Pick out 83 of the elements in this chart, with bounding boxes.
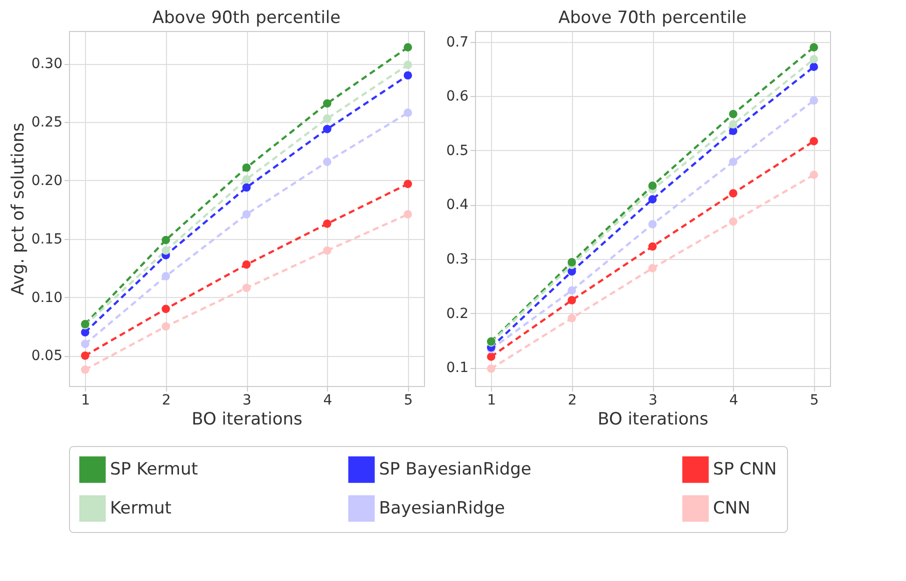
y-tick-label: 0.6 — [446, 88, 469, 105]
x-axis-title: BO iterations — [598, 410, 709, 430]
legend-label: BayesianRidge — [379, 498, 505, 518]
point — [648, 242, 657, 251]
point — [80, 340, 90, 348]
point — [323, 220, 332, 228]
point — [404, 43, 412, 52]
x-tick-label: 4 — [729, 392, 738, 408]
point — [810, 55, 818, 64]
point — [568, 258, 576, 266]
point — [729, 217, 738, 226]
point — [568, 286, 576, 295]
y-tick-label: 0.4 — [446, 197, 469, 214]
legend-label: SP BayesianRidge — [379, 460, 532, 480]
point — [242, 284, 251, 292]
point — [80, 351, 90, 360]
point — [486, 352, 496, 361]
point — [810, 43, 818, 52]
y-tick-label: 0.7 — [446, 34, 468, 50]
point — [486, 364, 496, 373]
chart-title: Above 90th percentile — [152, 8, 341, 28]
x-tick-label: 1 — [487, 392, 496, 408]
x-tick-label: 2 — [162, 392, 171, 408]
point — [404, 71, 412, 80]
legend-label: SP CNN — [713, 460, 777, 480]
chart-title: Above 70th percentile — [558, 8, 747, 28]
x-tick-label: 1 — [81, 392, 90, 408]
point — [810, 62, 818, 71]
point — [242, 163, 251, 172]
point — [648, 195, 657, 204]
point — [568, 296, 576, 304]
x-tick-label: 2 — [568, 392, 577, 408]
point — [404, 210, 412, 219]
point — [80, 365, 90, 374]
x-tick-label: 3 — [242, 392, 252, 408]
legend-label: Kermut — [110, 498, 172, 518]
point — [242, 175, 251, 184]
point — [323, 124, 332, 134]
point — [729, 189, 738, 198]
point — [648, 182, 657, 190]
point — [810, 137, 818, 146]
point — [323, 114, 332, 123]
point — [729, 120, 738, 129]
y-tick-label: 0.25 — [31, 114, 62, 131]
point — [162, 246, 170, 255]
y-tick-label: 0.2 — [446, 306, 468, 322]
legend-label: SP Kermut — [110, 460, 198, 480]
point — [323, 158, 332, 166]
x-tick-label: 4 — [323, 392, 332, 408]
y-tick-label: 0.1 — [446, 360, 468, 376]
y-tick-label: 0.10 — [31, 290, 62, 306]
point — [323, 99, 332, 108]
x-tick-label: 5 — [810, 392, 819, 408]
point — [729, 110, 738, 118]
point — [80, 328, 90, 336]
point — [162, 304, 170, 314]
y-tick-label: 0.15 — [31, 231, 62, 248]
y-tick-label: 0.5 — [446, 142, 468, 159]
point — [404, 60, 412, 70]
point — [162, 272, 170, 280]
x-tick-label: 5 — [404, 392, 413, 408]
point — [810, 170, 818, 180]
x-tick-label: 3 — [648, 392, 658, 408]
x-axis-title: BO iterations — [192, 410, 303, 430]
y-tick-label: 0.30 — [31, 56, 62, 72]
point — [162, 322, 170, 331]
point — [162, 236, 170, 244]
legend-label: CNN — [713, 498, 750, 518]
y-tick-label: 0.20 — [31, 172, 62, 189]
point — [810, 96, 818, 105]
point — [648, 264, 657, 272]
point — [568, 314, 576, 322]
y-tick-label: 0.05 — [31, 348, 62, 364]
point — [323, 246, 332, 255]
point — [729, 158, 738, 166]
point — [242, 260, 251, 269]
point — [242, 183, 251, 192]
point — [242, 210, 251, 219]
y-tick-label: 0.3 — [446, 251, 468, 268]
y-axis-title: Avg. pct of solutions — [8, 122, 28, 296]
point — [404, 180, 412, 188]
point — [648, 220, 657, 228]
point — [404, 108, 412, 117]
